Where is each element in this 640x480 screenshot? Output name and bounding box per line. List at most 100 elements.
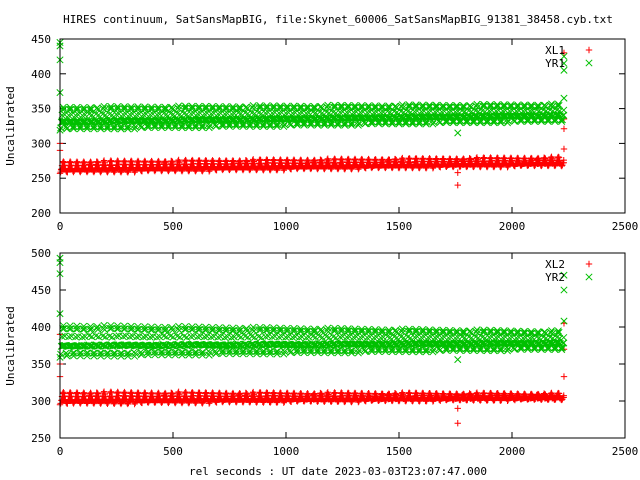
- data-point: [449, 119, 457, 127]
- data-point: [181, 102, 189, 110]
- data-point: [554, 100, 562, 108]
- data-point: [277, 156, 284, 163]
- data-point: [340, 119, 348, 128]
- data-point: [438, 103, 446, 111]
- data-point: [371, 102, 379, 110]
- data-point: [90, 168, 98, 176]
- data-point: [343, 103, 352, 111]
- data-point: [358, 155, 365, 163]
- data-point: [126, 105, 135, 113]
- data-point: [280, 167, 287, 174]
- data-point: [555, 153, 562, 161]
- data-point: [331, 389, 338, 396]
- data-point: [114, 103, 122, 111]
- data-point: [160, 105, 168, 113]
- data-point: [283, 389, 291, 397]
- x-tick-label: 1500: [386, 445, 413, 458]
- data-point: [422, 120, 430, 128]
- data-point: [107, 104, 116, 112]
- data-point: [134, 157, 142, 165]
- data-point: [194, 104, 202, 112]
- data-point: [235, 105, 243, 113]
- data-point: [317, 156, 325, 164]
- data-point: [388, 120, 396, 128]
- data-point: [466, 155, 474, 162]
- data-point: [372, 156, 379, 163]
- data-point: [533, 103, 541, 111]
- data-point: [385, 102, 393, 110]
- lower-x-tick-labels: 0 500 1000 1500 2000 2500: [57, 445, 639, 458]
- data-point: [282, 104, 291, 112]
- data-point: [283, 156, 291, 163]
- data-point: [221, 105, 229, 113]
- legend-label-yr1: YR1: [545, 57, 565, 70]
- data-point: [331, 101, 339, 109]
- data-point: [76, 125, 84, 133]
- data-point: [83, 168, 91, 176]
- data-point: [421, 118, 429, 126]
- data-point: [483, 163, 491, 171]
- data-point: [107, 388, 115, 395]
- data-point: [249, 157, 256, 164]
- data-point: [337, 101, 345, 109]
- lower-y-axis-label: Uncalibrated: [4, 306, 17, 385]
- data-point: [507, 154, 515, 162]
- y-tick-label: 500: [31, 247, 51, 260]
- data-point: [110, 125, 118, 133]
- data-point: [560, 66, 568, 74]
- legend-label-xl2: XL2: [545, 258, 565, 271]
- data-point: [199, 168, 206, 175]
- data-point: [297, 156, 304, 164]
- data-point: [195, 156, 203, 164]
- lower-series: [56, 254, 568, 427]
- data-point: [551, 162, 559, 170]
- data-point: [558, 162, 565, 170]
- data-point: [453, 155, 460, 162]
- data-point: [188, 102, 196, 110]
- data-point: [490, 119, 498, 127]
- data-point: [293, 121, 301, 129]
- data-point: [103, 125, 112, 133]
- data-point: [311, 156, 318, 164]
- x-tick-label: 2500: [612, 220, 639, 233]
- data-point: [158, 167, 165, 175]
- data-point: [429, 164, 437, 172]
- data-point: [560, 111, 568, 119]
- data-point: [419, 101, 427, 109]
- data-point: [538, 162, 545, 170]
- data-point: [454, 181, 461, 189]
- data-point: [348, 165, 355, 173]
- data-point: [385, 156, 393, 163]
- data-point: [395, 164, 403, 172]
- data-point: [541, 154, 548, 162]
- data-point: [209, 157, 216, 164]
- data-point: [259, 122, 267, 130]
- data-point: [120, 103, 128, 111]
- data-point: [216, 389, 223, 396]
- data-point: [133, 105, 141, 113]
- data-point: [273, 122, 281, 131]
- data-point: [354, 121, 362, 129]
- data-point: [493, 101, 501, 109]
- data-point: [277, 389, 284, 396]
- y-tick-label: 250: [31, 432, 51, 445]
- data-point: [208, 104, 216, 113]
- data-point: [205, 124, 213, 132]
- x-axis-label: rel seconds : UT date 2023-03-03T23:07:4…: [189, 465, 487, 478]
- data-point: [181, 104, 189, 112]
- data-point: [219, 122, 227, 130]
- data-point: [528, 154, 535, 162]
- data-point: [127, 103, 135, 111]
- data-point: [452, 103, 460, 111]
- data-point: [191, 122, 199, 130]
- data-point: [543, 116, 552, 124]
- data-point: [520, 103, 528, 111]
- data-point: [67, 390, 75, 397]
- data-point: [378, 156, 386, 163]
- data-point: [521, 154, 528, 162]
- data-point: [168, 158, 176, 165]
- data-point: [168, 103, 176, 111]
- data-point: [141, 103, 149, 111]
- data-point: [117, 169, 125, 176]
- x-tick-label: 2000: [499, 220, 526, 233]
